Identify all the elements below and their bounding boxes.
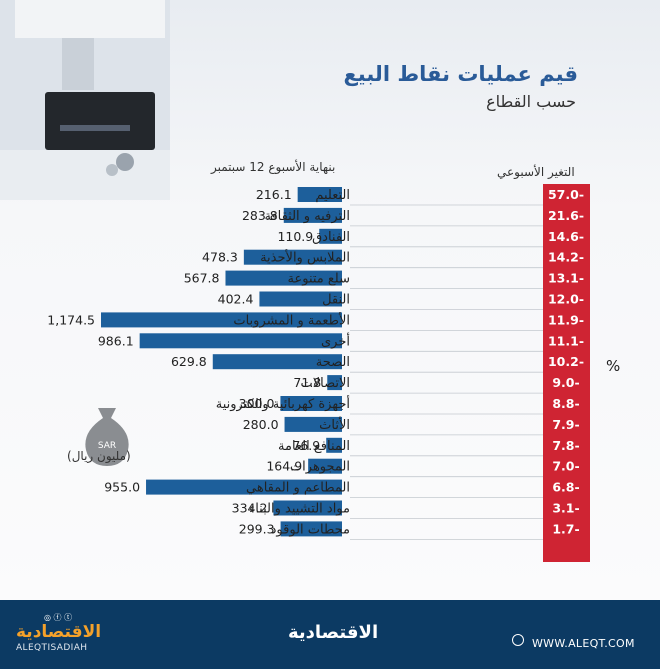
money-bag-icon: SAR (85, 408, 129, 466)
category-label: سلع متنوعة (288, 272, 351, 287)
bar (283, 207, 342, 223)
bar (259, 291, 342, 307)
bar-value-label: 164.9 (266, 459, 302, 474)
bar-value-label: 986.1 (98, 333, 134, 348)
weekly-change-value: 11.1- (548, 333, 584, 348)
category-label: الملابس والأحذية (260, 249, 350, 266)
category-label: التعليم (315, 188, 350, 203)
footer-url[interactable]: WWW.ALEQT.COM (532, 637, 635, 650)
bar (308, 458, 342, 474)
weekly-change-value: 14.2- (548, 250, 584, 265)
weekly-change-value: 10.2- (548, 354, 584, 369)
weekly-change-value: 14.6- (548, 229, 584, 244)
bar-value-label: 629.8 (171, 354, 207, 369)
week-label: بنهاية الأسبوع 12 سبتمبر (211, 160, 336, 174)
bar (139, 333, 342, 349)
bar-value-label: 402.4 (218, 292, 254, 307)
bar-value-label: 299.3 (239, 521, 275, 536)
weekly-change-value: 13.1- (548, 271, 584, 286)
weekly-change-value: 7.8- (552, 438, 579, 453)
weekly-change-value: 9.0- (552, 375, 579, 390)
bar-value-label: 567.8 (184, 271, 220, 286)
category-label: المنافع العامة (278, 439, 350, 454)
weekly-change-value: 7.0- (552, 459, 579, 474)
weekly-change-value: 8.8- (552, 396, 579, 411)
bar (280, 521, 342, 537)
category-label: المجوهرات (290, 460, 350, 475)
bar (297, 187, 342, 202)
bar-value-label: 300.0 (239, 396, 275, 411)
footer-bar (0, 600, 660, 669)
category-label: الأثاث (319, 416, 350, 433)
bar-value-label: 280.0 (243, 417, 279, 432)
twitter-icon[interactable]: ⓣ (64, 613, 73, 622)
category-label: النقل (322, 293, 350, 308)
bar (212, 354, 342, 370)
category-label: الأطعمة و المشروبات (233, 311, 350, 328)
weekly-change-value: 7.9- (552, 417, 579, 432)
instagram-icon[interactable]: ◎ (44, 613, 51, 622)
bar-value-label: 478.3 (202, 250, 238, 265)
bar (243, 249, 342, 265)
bar-value-label: 110.9 (277, 229, 313, 244)
category-label: الفنادق (312, 230, 350, 245)
bar (326, 437, 342, 453)
weekly-change-value: 12.0- (548, 292, 584, 307)
bar (327, 375, 342, 391)
change-label: التغير الأسبوعي (497, 165, 575, 179)
social-icons: ◎ ⓕ ⓣ (44, 612, 72, 623)
bar (273, 500, 342, 516)
category-label: محطات الوقود (271, 522, 350, 537)
weekly-change-value: 3.1- (552, 501, 579, 516)
bar (319, 228, 342, 244)
weekly-change-value: 11.9- (548, 312, 584, 327)
category-label: الصحة (316, 355, 350, 370)
category-label: أخرى (321, 332, 350, 349)
category-label: مواد التشييد والبناء (249, 502, 350, 517)
weekly-change-value: 21.6- (548, 208, 584, 223)
weekly-change-value: 6.8- (552, 480, 579, 495)
globe-icon (512, 634, 524, 646)
bar (225, 270, 342, 286)
chart-title: قيم عمليات نقاط البيع (343, 62, 578, 86)
footer-brand-latin: ALEQTISADIAH (16, 643, 88, 653)
cash-register-illustration (0, 0, 170, 200)
bar-value-label: 216.1 (256, 187, 292, 202)
weekly-change-value: 1.7- (552, 521, 579, 536)
weekly-change-strip (543, 184, 590, 562)
bar-value-label: 334.2 (232, 501, 268, 516)
category-label: الترفيه و الثقافة (264, 209, 350, 224)
bar-value-label: 71.8 (293, 375, 321, 390)
bar-value-label: 76.9 (292, 438, 320, 453)
bar (280, 396, 342, 411)
unit-label: (مليون ريال) (67, 449, 131, 463)
weekly-change-value: 57.0- (548, 187, 584, 202)
category-label: أجهزة كهربائية والكترونية (216, 395, 350, 412)
bar-value-label: 955.0 (104, 480, 140, 495)
percent-symbol: % (606, 357, 621, 375)
currency-tag: SAR (98, 441, 116, 451)
category-label: المطاعم و المقاهي (246, 481, 350, 496)
footer-logo: الاقتصادية (288, 622, 379, 643)
category-label: الاتصالات (300, 376, 350, 391)
bar (146, 479, 342, 495)
bar-value-label: 1,174.5 (47, 312, 95, 327)
chart-subtitle: حسب القطاع (486, 92, 576, 111)
footer-brand-logo: الاقتصادية (16, 622, 102, 642)
bar-value-label: 283.8 (242, 208, 278, 223)
facebook-icon[interactable]: ⓕ (53, 613, 62, 622)
bar (284, 416, 342, 432)
bar (101, 312, 342, 328)
